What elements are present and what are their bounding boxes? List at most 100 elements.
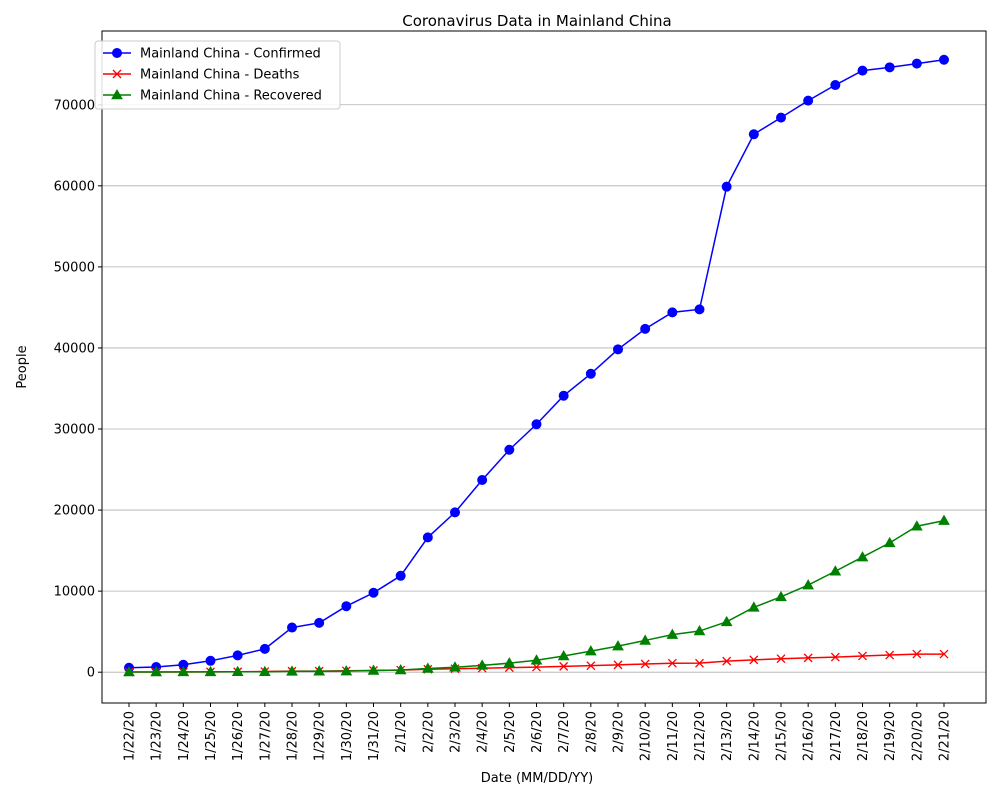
data-point <box>667 658 677 668</box>
legend-box <box>94 40 341 110</box>
data-point <box>314 617 325 628</box>
data-point <box>858 651 867 661</box>
data-point <box>749 655 759 665</box>
legend-label: Mainland China - Deaths <box>140 68 300 83</box>
x-tick-label: 2/3/20 <box>449 711 464 753</box>
x-tick-label: 1/27/20 <box>258 711 273 761</box>
x-tick-label: 1/29/20 <box>313 711 328 761</box>
x-tick-label: 2/10/20 <box>639 711 654 761</box>
data-point <box>829 565 842 576</box>
plot-frame <box>101 30 987 704</box>
x-tick-label: 2/19/20 <box>883 711 898 761</box>
data-point <box>639 634 652 645</box>
data-point <box>613 344 623 355</box>
x-tick-label: 2/18/20 <box>856 711 871 761</box>
data-point <box>286 665 298 676</box>
legend-marker <box>111 88 123 100</box>
data-point <box>830 652 840 662</box>
y-tick-label: 0 <box>87 666 95 681</box>
x-tick-label: 2/21/20 <box>938 711 953 761</box>
data-point <box>258 665 271 676</box>
x-tick-label: 2/8/20 <box>584 711 599 753</box>
y-tick-label: 40000 <box>54 341 95 356</box>
series-layer <box>123 54 950 677</box>
data-point <box>476 659 489 670</box>
x-tick-label: 2/2/20 <box>421 711 436 753</box>
gridlines <box>102 104 986 673</box>
data-point <box>776 112 786 123</box>
chart-title: Coronavirus Data in Mainland China <box>402 12 672 30</box>
x-tick-label: 2/9/20 <box>612 711 627 753</box>
data-point <box>667 307 678 318</box>
data-point <box>204 665 217 677</box>
y-axis-label: People <box>15 345 30 388</box>
data-point <box>612 640 624 651</box>
x-tick-label: 1/26/20 <box>231 711 246 761</box>
data-point <box>503 657 516 668</box>
x-tick-label: 1/23/20 <box>150 711 165 761</box>
data-point <box>857 65 868 76</box>
x-tick-label: 2/13/20 <box>720 711 735 761</box>
data-point <box>531 419 542 430</box>
data-point <box>504 444 515 455</box>
data-point <box>720 615 733 627</box>
data-point <box>640 659 650 669</box>
data-point <box>693 625 706 636</box>
data-point <box>558 390 569 401</box>
data-point <box>613 660 623 670</box>
data-point <box>421 662 434 673</box>
data-point <box>340 665 353 676</box>
axes: 0 10000 20000 30000 40000 50000 60000 70000 1/22… <box>54 98 953 761</box>
data-point <box>884 62 895 73</box>
data-point <box>530 654 543 665</box>
legend-marker <box>112 69 122 79</box>
data-point <box>776 654 786 664</box>
x-tick-label: 2/6/20 <box>530 711 545 753</box>
y-tick-label: 10000 <box>54 585 95 600</box>
data-point <box>722 656 732 666</box>
data-point <box>177 665 190 677</box>
data-point <box>830 80 841 91</box>
y-tick-label: 20000 <box>54 504 95 519</box>
x-axis-label: Date (MM/DD/YY) <box>481 771 593 786</box>
y-tick-label: 30000 <box>54 423 95 438</box>
data-point <box>341 601 352 612</box>
x-tick-label: 2/7/20 <box>557 711 572 753</box>
x-tick-label: 1/25/20 <box>204 711 219 761</box>
data-point <box>748 129 759 140</box>
data-point <box>856 551 869 562</box>
y-tick-label: 60000 <box>54 179 95 194</box>
data-point <box>559 661 569 671</box>
data-point <box>802 579 815 590</box>
data-point <box>747 601 760 612</box>
legend-label: Mainland China - Confirmed <box>140 47 321 62</box>
x-tick-label: 2/16/20 <box>802 711 817 761</box>
data-point <box>205 655 216 666</box>
data-point <box>422 532 433 543</box>
data-point <box>640 323 651 334</box>
data-point <box>803 653 813 663</box>
data-point <box>885 650 895 660</box>
series-2 <box>123 514 950 677</box>
x-tick-label: 2/14/20 <box>747 711 762 761</box>
x-tick-label: 2/20/20 <box>910 711 925 761</box>
x-tick-label: 2/5/20 <box>503 711 518 753</box>
legend-label: Mainland China - Recovered <box>140 89 322 104</box>
data-point <box>585 368 596 379</box>
data-point <box>395 570 406 581</box>
data-point <box>912 649 922 659</box>
x-tick-label: 2/12/20 <box>693 711 708 761</box>
x-tick-label: 1/30/20 <box>340 711 355 761</box>
data-point <box>803 95 814 106</box>
data-point <box>586 661 596 671</box>
x-tick-label: 1/31/20 <box>367 711 382 761</box>
x-tick-label: 2/1/20 <box>394 711 409 753</box>
data-point <box>910 520 923 531</box>
data-point <box>939 649 949 659</box>
x-tick-label: 1/22/20 <box>123 711 138 761</box>
data-point <box>477 475 488 486</box>
data-point <box>775 590 787 602</box>
